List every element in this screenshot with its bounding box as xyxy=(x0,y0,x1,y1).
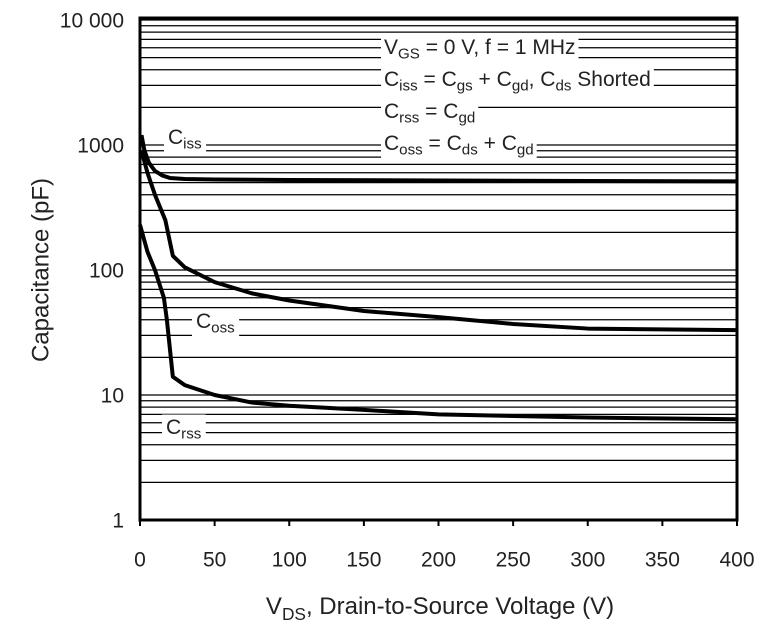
label-background xyxy=(381,34,579,64)
text-part: oss xyxy=(211,319,235,336)
text-part: C xyxy=(168,126,183,149)
text-part: + C xyxy=(478,132,517,155)
series-label: Ciss xyxy=(168,126,202,153)
y-tick-label: 1 xyxy=(112,510,124,533)
text-part: C xyxy=(196,310,211,333)
text-part: iss xyxy=(183,135,202,152)
text-part: rss xyxy=(181,425,202,442)
text-part: C xyxy=(166,416,181,439)
text-part: , C xyxy=(529,68,556,91)
text-part: V xyxy=(384,36,398,59)
x-tick-label: 100 xyxy=(272,549,307,572)
annotation: VGS = 0 V, f = 1 MHz xyxy=(384,36,576,63)
x-tick-label: 150 xyxy=(346,549,381,572)
text-part: C xyxy=(384,100,399,123)
text-part: V xyxy=(266,593,282,620)
label-background xyxy=(192,308,240,338)
y-tick-label: 1000 xyxy=(77,135,124,158)
text-part: Shorted xyxy=(571,68,650,91)
series-line xyxy=(139,150,738,333)
x-tick-label: 0 xyxy=(134,549,146,572)
annotation: Ciss = Cgs + Cgd, Cds Shorted xyxy=(384,68,651,95)
x-tick-label: 400 xyxy=(719,549,754,572)
x-tick-label: 300 xyxy=(570,549,605,572)
y-tick-label: 10 xyxy=(101,385,124,408)
text-part: = C xyxy=(418,68,457,91)
text-part: gd xyxy=(512,77,529,94)
text-part: ds xyxy=(462,141,478,158)
plot-frame xyxy=(138,16,739,522)
text-part: = C xyxy=(423,132,462,155)
annotation: Crss = Cgd xyxy=(384,100,475,127)
text-part: ds xyxy=(555,77,571,94)
series-label: Coss xyxy=(196,310,235,337)
text-part: gd xyxy=(458,109,475,126)
series-label: Crss xyxy=(166,416,202,443)
text-part: DS xyxy=(282,604,306,624)
x-tick-label: 200 xyxy=(421,549,456,572)
label-background xyxy=(162,414,206,444)
text-part: iss xyxy=(399,77,418,94)
x-tick-label: 350 xyxy=(645,549,680,572)
y-tick-label: 100 xyxy=(89,260,124,283)
text-part: C xyxy=(384,68,399,91)
y-tick-label: 10 000 xyxy=(60,10,124,33)
text-part: = C xyxy=(419,100,458,123)
label-background xyxy=(381,66,654,96)
label-background xyxy=(164,124,207,154)
label-background xyxy=(381,130,537,160)
x-tick-label: 250 xyxy=(496,549,531,572)
y-axis-title: Capacitance (pF) xyxy=(27,178,54,362)
text-part: gs xyxy=(457,77,473,94)
text-part: gd xyxy=(517,141,534,158)
text-part: = 0 V, f = 1 MHz xyxy=(420,36,576,59)
text-part: + C xyxy=(473,68,512,91)
text-part: oss xyxy=(399,141,423,158)
annotation: Coss = Cds + Cgd xyxy=(384,132,534,159)
x-axis-title: VDS, Drain-to-Source Voltage (V) xyxy=(266,593,614,623)
x-tick-label: 50 xyxy=(203,549,226,572)
series-line xyxy=(139,134,738,184)
series-line xyxy=(138,224,738,422)
text-part: , Drain-to-Source Voltage (V) xyxy=(306,593,614,620)
text-part: C xyxy=(384,132,399,155)
text-part: rss xyxy=(399,109,420,126)
text-part: GS xyxy=(398,45,420,62)
label-background xyxy=(381,98,479,128)
